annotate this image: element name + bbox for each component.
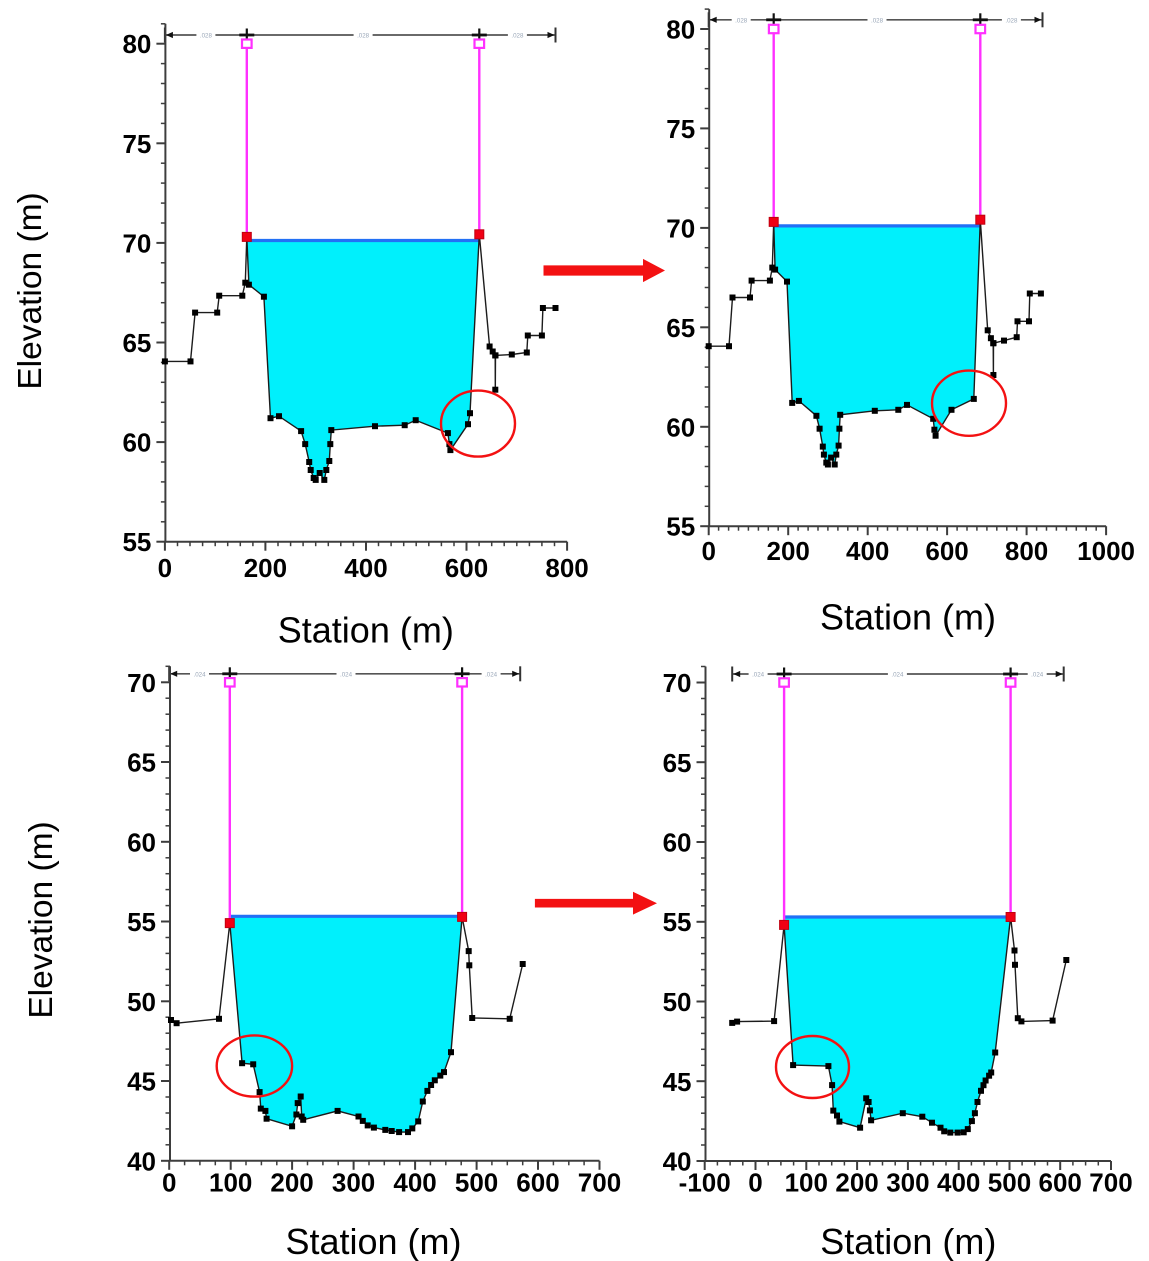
- svg-text:60: 60: [663, 828, 692, 858]
- svg-text:Station (m): Station (m): [820, 597, 996, 638]
- svg-text:100: 100: [209, 1167, 252, 1197]
- svg-text:.028: .028: [511, 33, 524, 40]
- svg-text:.024: .024: [1031, 672, 1044, 679]
- svg-text:600: 600: [925, 536, 968, 566]
- svg-text:80: 80: [122, 29, 151, 59]
- svg-text:600: 600: [445, 553, 488, 583]
- svg-text:.028: .028: [357, 33, 370, 40]
- svg-text:.024: .024: [891, 672, 904, 679]
- svg-text:700: 700: [578, 1167, 621, 1197]
- svg-text:.024: .024: [485, 671, 498, 678]
- svg-text:500: 500: [988, 1168, 1031, 1198]
- svg-text:45: 45: [663, 1067, 692, 1097]
- svg-text:60: 60: [666, 412, 695, 442]
- svg-text:50: 50: [663, 987, 692, 1017]
- svg-text:200: 200: [244, 553, 287, 583]
- svg-text:70: 70: [122, 228, 151, 258]
- svg-text:60: 60: [122, 428, 151, 458]
- svg-text:55: 55: [666, 512, 695, 542]
- svg-text:100: 100: [785, 1168, 828, 1198]
- svg-text:.024: .024: [752, 672, 765, 679]
- svg-text:0: 0: [162, 1167, 176, 1197]
- svg-text:75: 75: [666, 114, 695, 144]
- svg-text:65: 65: [127, 748, 156, 778]
- svg-text:Station (m): Station (m): [285, 1221, 461, 1261]
- svg-text:Station (m): Station (m): [278, 610, 454, 651]
- svg-text:1000: 1000: [1077, 536, 1135, 566]
- svg-text:200: 200: [835, 1168, 878, 1198]
- svg-text:80: 80: [666, 15, 695, 45]
- svg-text:60: 60: [127, 827, 156, 857]
- svg-text:70: 70: [666, 213, 695, 243]
- svg-text:600: 600: [516, 1167, 559, 1197]
- svg-text:800: 800: [1005, 536, 1048, 566]
- svg-text:.024: .024: [193, 671, 206, 678]
- svg-text:200: 200: [767, 536, 810, 566]
- svg-text:55: 55: [127, 907, 156, 937]
- svg-text:400: 400: [344, 553, 387, 583]
- svg-text:.028: .028: [200, 33, 213, 40]
- svg-text:.028: .028: [1005, 17, 1018, 24]
- svg-text:-100: -100: [679, 1168, 731, 1198]
- svg-text:800: 800: [545, 553, 588, 583]
- svg-text:50: 50: [127, 987, 156, 1017]
- svg-text:40: 40: [127, 1146, 156, 1176]
- svg-text:Elevation (m): Elevation (m): [23, 821, 60, 1018]
- svg-text:0: 0: [748, 1168, 762, 1198]
- svg-text:Station (m): Station (m): [820, 1221, 996, 1261]
- svg-text:500: 500: [455, 1167, 498, 1197]
- svg-text:40: 40: [663, 1147, 692, 1177]
- svg-text:65: 65: [666, 313, 695, 343]
- svg-text:55: 55: [122, 527, 151, 557]
- svg-text:600: 600: [1039, 1168, 1082, 1198]
- svg-text:200: 200: [270, 1167, 313, 1197]
- svg-text:700: 700: [1089, 1168, 1132, 1198]
- svg-text:45: 45: [127, 1067, 156, 1097]
- svg-text:.024: .024: [340, 671, 353, 678]
- svg-text:55: 55: [663, 907, 692, 937]
- svg-text:75: 75: [122, 129, 151, 159]
- svg-text:300: 300: [886, 1168, 929, 1198]
- svg-text:70: 70: [127, 668, 156, 698]
- svg-text:65: 65: [663, 748, 692, 778]
- svg-text:0: 0: [158, 553, 172, 583]
- svg-text:0: 0: [701, 536, 715, 566]
- svg-text:.028: .028: [871, 17, 884, 24]
- svg-text:300: 300: [332, 1167, 375, 1197]
- svg-text:400: 400: [846, 536, 889, 566]
- svg-text:65: 65: [122, 328, 151, 358]
- svg-text:.028: .028: [735, 17, 748, 24]
- svg-text:70: 70: [663, 668, 692, 698]
- svg-text:400: 400: [937, 1168, 980, 1198]
- svg-text:Elevation (m): Elevation (m): [12, 192, 49, 389]
- svg-text:400: 400: [393, 1167, 436, 1197]
